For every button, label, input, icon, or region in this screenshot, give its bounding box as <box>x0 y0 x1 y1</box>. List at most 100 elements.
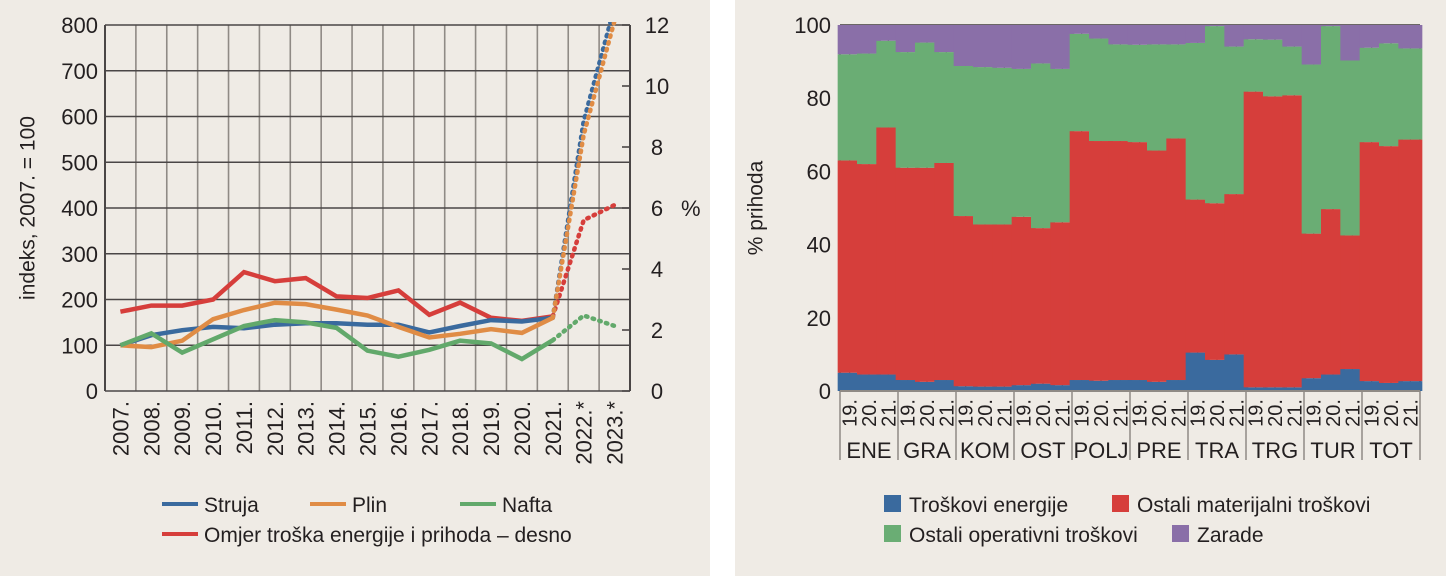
group-label: KOM <box>960 438 1010 463</box>
year-tick-label: 21. <box>1052 399 1074 427</box>
series-line-0 <box>119 315 554 348</box>
x-tick-label: 2018. <box>448 401 473 456</box>
y-tick-label: 80 <box>807 86 831 111</box>
bar-segment-3 <box>1108 25 1133 45</box>
bar-segment-0 <box>876 374 901 391</box>
legend-swatch <box>884 495 901 512</box>
y2-tick-label: 4 <box>651 257 663 282</box>
bar-segment-0 <box>1127 380 1152 391</box>
bar-segment-3 <box>1127 25 1152 45</box>
year-tick-label: 20. <box>1033 399 1055 427</box>
x-tick-label: 2022.* <box>572 401 597 465</box>
bar-segment-3 <box>1398 25 1423 49</box>
bar-segment-0 <box>1147 381 1171 391</box>
x-axis: 19.20.21.ENE19.20.21.GRA19.20.21.KOM19.2… <box>839 390 1422 463</box>
legend: Troškovi energije Ostali materijalni troš… <box>884 494 1370 547</box>
y-tick-label: 600 <box>61 105 98 130</box>
y-tick-label: 500 <box>61 150 98 175</box>
year-tick-label: 21. <box>1168 399 1190 427</box>
y-axis-right: 0 2 4 6 8 10 12 <box>622 13 669 404</box>
bar-segment-0 <box>1359 381 1384 391</box>
bar-segment-0 <box>1321 374 1345 391</box>
bar-segment-3 <box>1263 25 1287 40</box>
bar-segment-0 <box>934 380 959 391</box>
series-line-2 <box>119 317 554 362</box>
x-tick-label: 2012. <box>263 401 288 456</box>
year-tick-label: 21. <box>936 399 958 427</box>
y2-tick-label: 2 <box>651 318 663 343</box>
energy-price-index-chart: 0 100 200 300 400 500 600 700 800 0 2 4 6 8 10 12 2007… <box>17 13 701 547</box>
x-tick-label: 2017. <box>417 401 442 456</box>
bar-segment-3 <box>1205 25 1229 27</box>
bar-segment-0 <box>1263 387 1287 391</box>
bar-segment-0 <box>895 380 920 391</box>
year-tick-label: 19. <box>1130 399 1152 427</box>
bar-segment-3 <box>1282 25 1307 47</box>
group-label: GRA <box>903 438 951 463</box>
x-tick-label: 2019. <box>479 401 504 456</box>
bar-segment-0 <box>837 372 862 391</box>
group-label: TOT <box>1369 438 1413 463</box>
x-tick-label: 2021. <box>541 401 566 456</box>
bar-segment-3 <box>876 25 901 41</box>
x-tick-label: 2014. <box>325 401 350 456</box>
x-tick-label: 2010. <box>201 401 226 456</box>
bar-segment-3 <box>1224 25 1249 47</box>
bars <box>837 25 1423 391</box>
year-tick-label: 21. <box>1110 399 1132 427</box>
bar-segment-3 <box>1321 25 1345 27</box>
x-tick-label: 2020. <box>510 401 535 456</box>
bar-segment-0 <box>1340 369 1365 391</box>
group-label: TRG <box>1252 438 1298 463</box>
legend-swatch <box>1112 495 1129 512</box>
bar-segment-0 <box>1301 378 1326 391</box>
legend-label: Struja <box>204 494 259 517</box>
year-tick-label: 21. <box>1284 399 1306 427</box>
bar-segment-3 <box>1243 25 1268 40</box>
group-label: TUR <box>1310 438 1355 463</box>
group-label: ENE <box>846 438 891 463</box>
y2-tick-label: 0 <box>651 379 663 404</box>
year-tick-label: 21. <box>878 399 900 427</box>
y-axis-label: indeks, 2007. = 100 <box>17 116 40 300</box>
bar-segment-2 <box>1398 48 1423 140</box>
bar-segment-1 <box>1398 139 1423 382</box>
series-projection-3 <box>550 202 617 319</box>
grid <box>104 24 631 392</box>
bar-segment-0 <box>1166 380 1191 391</box>
bar-segment-0 <box>1243 387 1268 391</box>
y-tick-label: 20 <box>807 306 831 331</box>
series-line-3 <box>119 269 554 324</box>
group-label: PRE <box>1136 438 1181 463</box>
bar-segment-0 <box>1089 380 1113 391</box>
year-tick-label: 19. <box>1304 399 1326 427</box>
legend-swatch <box>1172 525 1189 542</box>
legend-label: Ostali operativni troškovi <box>909 524 1138 547</box>
y-axis-left: 0 100 200 300 400 500 600 700 800 <box>61 13 98 404</box>
year-tick-label: 20. <box>1381 399 1403 427</box>
y-axis-label: % prihoda <box>745 160 768 255</box>
legend-label: Troškovi energije <box>909 494 1068 517</box>
legend-label: Nafta <box>502 494 553 517</box>
series-line-1 <box>120 300 554 350</box>
year-tick-label: 21. <box>1400 399 1422 427</box>
x-tick-label: 2008. <box>139 401 164 456</box>
x-tick-label: 2015. <box>356 401 381 456</box>
group-label: POLJ <box>1073 438 1128 463</box>
bar-segment-3 <box>1359 25 1384 48</box>
year-tick-label: 19. <box>840 399 862 427</box>
y-tick-label: 0 <box>819 379 831 404</box>
y-tick-label: 40 <box>807 233 831 258</box>
year-tick-label: 21. <box>1226 399 1248 427</box>
year-tick-label: 19. <box>1188 399 1210 427</box>
legend-label: Omjer troška energije i prihoda – desno <box>204 524 572 547</box>
y2-tick-label: 8 <box>651 135 663 160</box>
year-tick-label: 19. <box>898 399 920 427</box>
year-tick-label: 19. <box>1246 399 1268 427</box>
y-tick-label: 100 <box>61 333 98 358</box>
y2-tick-label: 6 <box>651 196 663 221</box>
year-tick-label: 20. <box>1323 399 1345 427</box>
x-tick-label: 2016. <box>386 401 411 456</box>
bar-segment-3 <box>915 25 939 43</box>
series-lines <box>119 22 617 362</box>
